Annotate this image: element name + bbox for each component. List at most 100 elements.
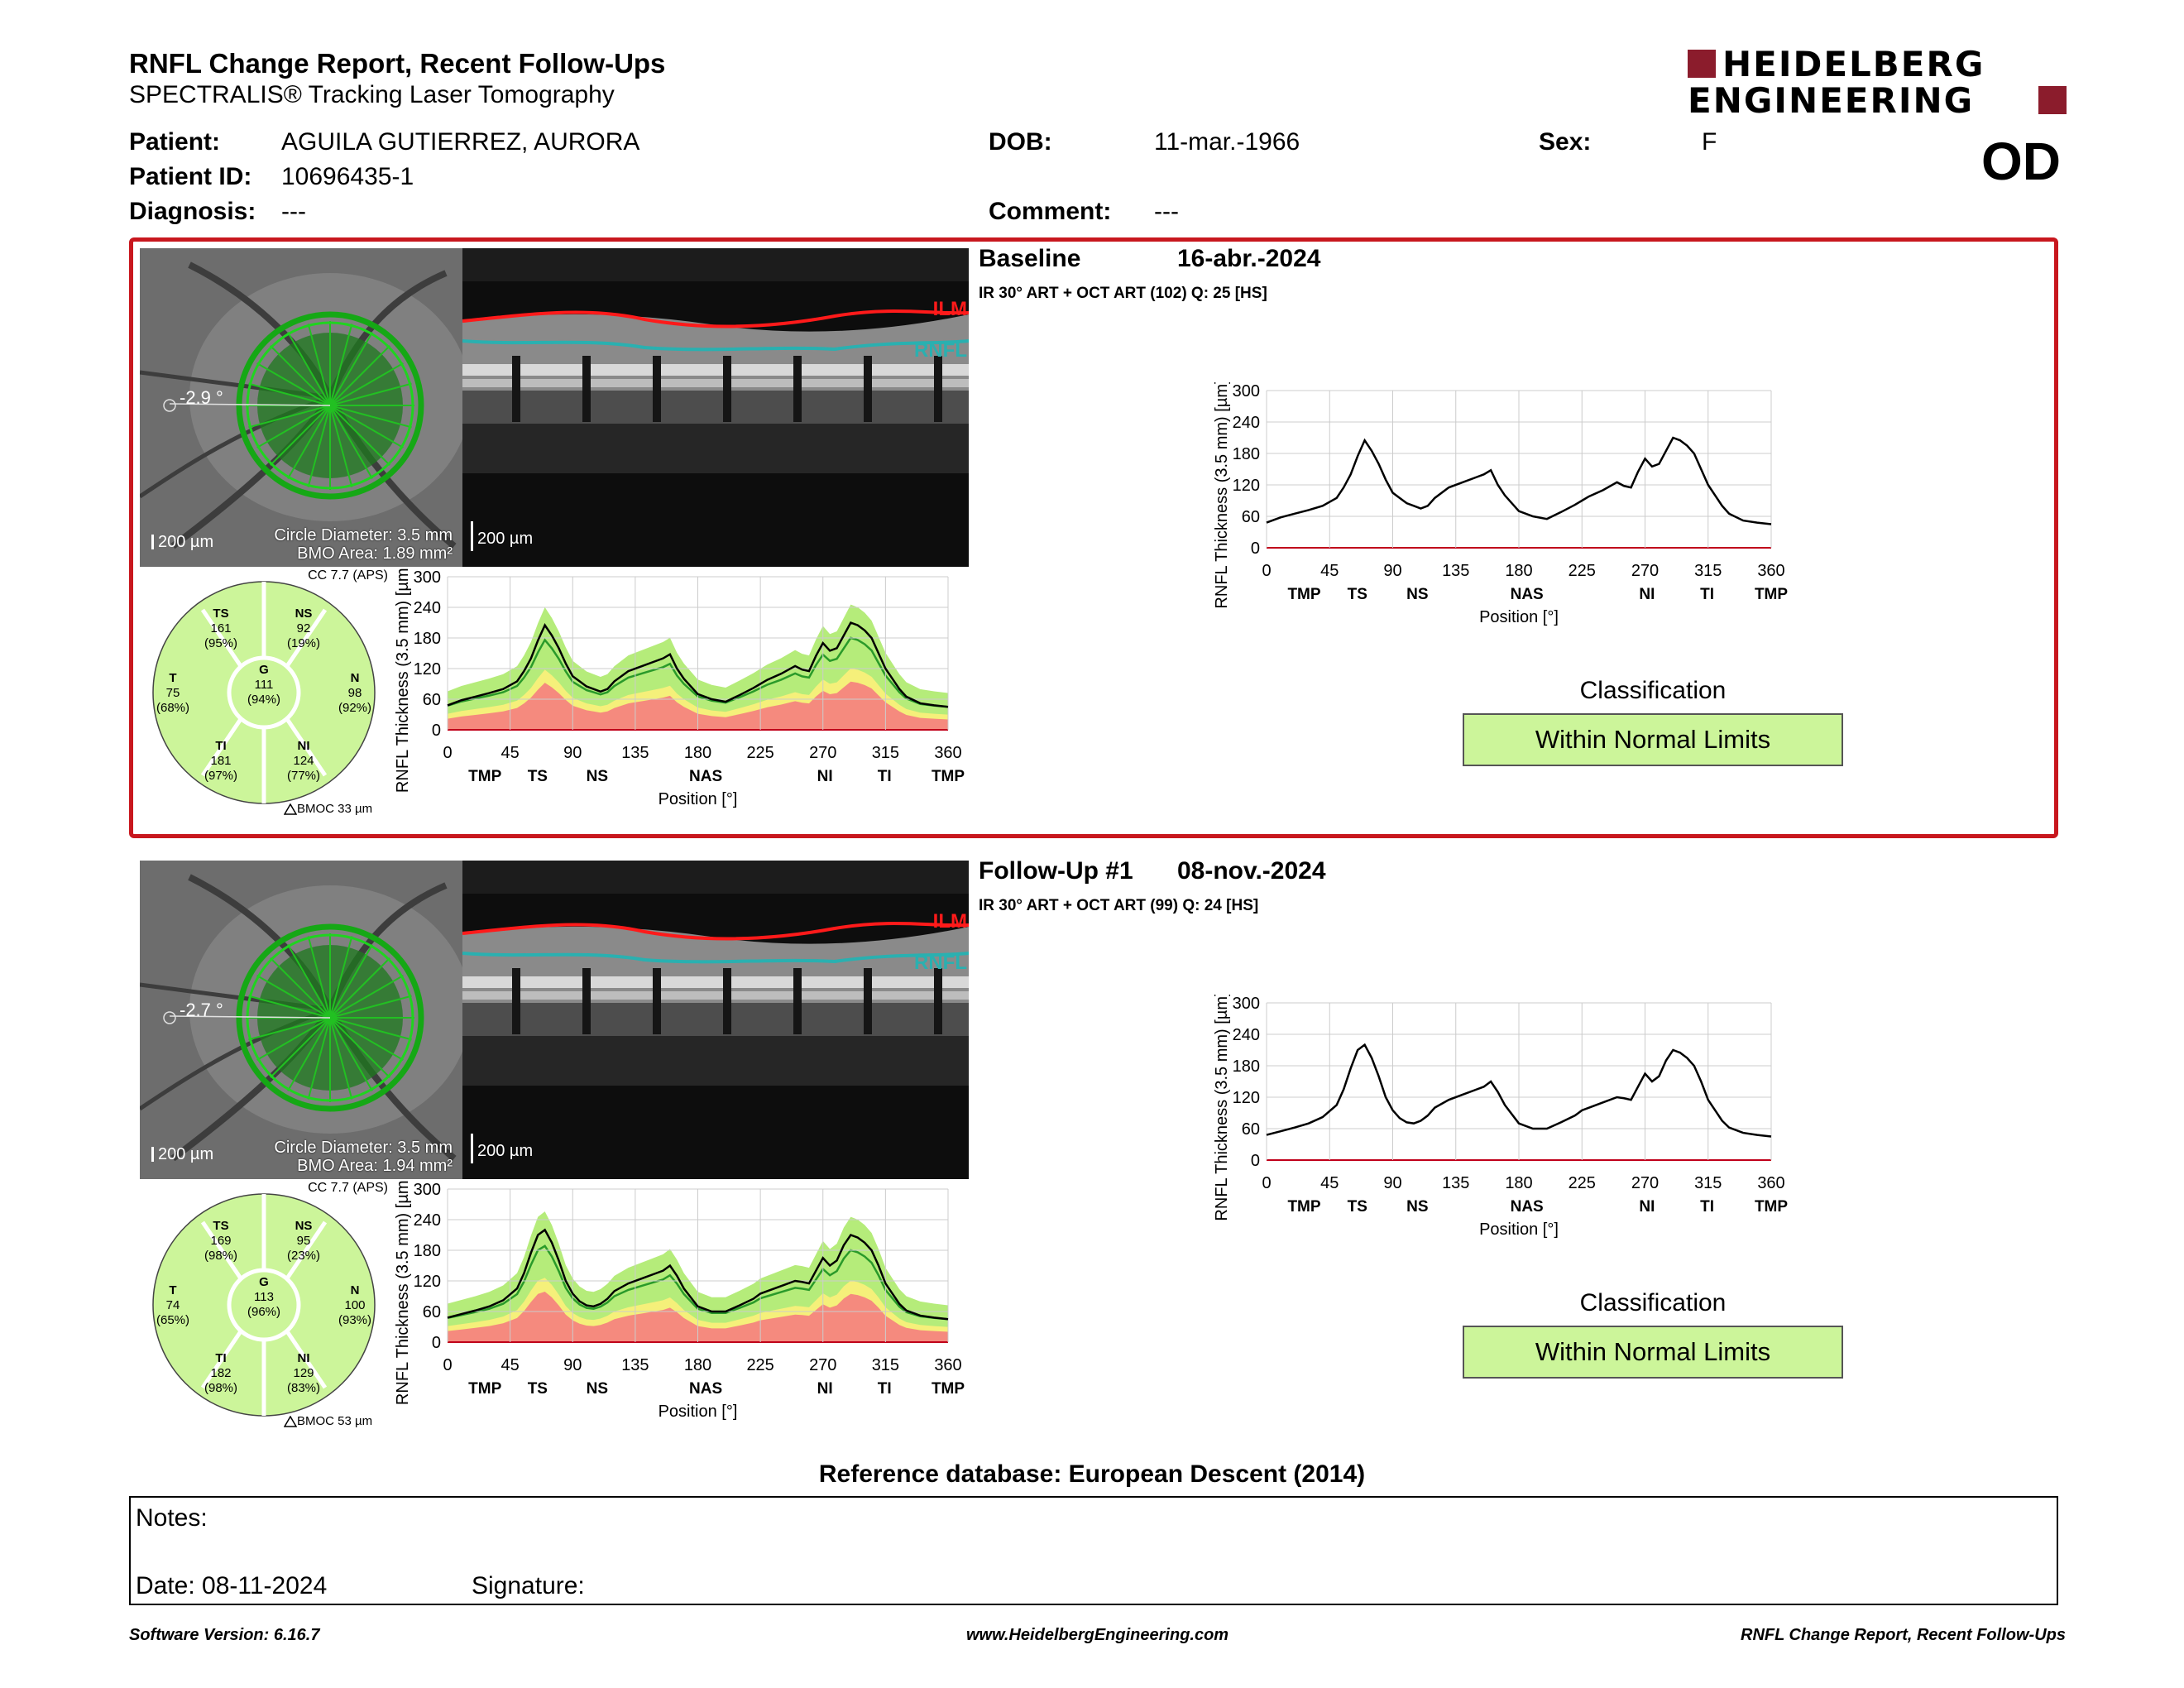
eye-indicator: OD — [1981, 132, 2061, 191]
fundus-scale-label: 200 µm — [158, 533, 214, 551]
cc-label: CC 7.7 (APS) — [308, 1181, 388, 1195]
sector-n-label: N — [350, 1283, 360, 1297]
sector-tick-label: TI — [1700, 586, 1714, 603]
sector-ns-value: 95 — [296, 1234, 311, 1248]
x-tick-label: 0 — [443, 744, 452, 762]
sector-ni: NI 129 (83%) — [271, 1351, 337, 1396]
sector-tick-label: NI — [817, 1380, 833, 1398]
y-tick-label: 240 — [1233, 414, 1260, 432]
footer-report-name: RNFL Change Report, Recent Follow-Ups — [1741, 1626, 2066, 1644]
bscan-scale-bar — [471, 521, 473, 551]
x-tick-label: 225 — [1569, 1174, 1596, 1192]
x-tick-label: 45 — [501, 1356, 520, 1374]
y-tick-label: 240 — [414, 599, 441, 617]
sector-ts-label: TS — [213, 1219, 229, 1233]
sector-tick-label: NAS — [1511, 1198, 1544, 1216]
comment-label: Comment: — [989, 198, 1112, 225]
diagnosis-value: --- — [281, 198, 306, 225]
sector-ni-percent: (77%) — [286, 769, 320, 783]
cc-label: CC 7.7 (APS) — [308, 568, 388, 583]
x-tick-label: 0 — [1262, 1174, 1271, 1192]
classification-label: Classification — [1579, 1289, 1727, 1316]
y-axis-label: RNFL Thickness (3.5 mm) [µm] — [1213, 995, 1231, 1221]
sector-ti: TI 181 (97%) — [188, 739, 254, 784]
x-tick-label: 270 — [809, 744, 836, 762]
x-axis-label: Position [°] — [1479, 608, 1559, 626]
fundus-scale-bar — [151, 1147, 154, 1162]
x-tick-label: 315 — [1694, 1174, 1722, 1192]
sector-t-label: T — [169, 671, 177, 685]
sector-tick-label: TMP — [468, 768, 501, 785]
sector-ni-label: NI — [297, 739, 310, 753]
y-tick-label: 60 — [1242, 1120, 1260, 1139]
sector-tick-label: NI — [817, 768, 833, 785]
classification-label: Classification — [1579, 677, 1727, 704]
x-tick-label: 315 — [872, 1356, 899, 1374]
x-tick-label: 180 — [684, 1356, 711, 1374]
sector-tick-label: TI — [1700, 1198, 1714, 1216]
sector-ts-percent: (98%) — [204, 1249, 237, 1263]
thickness-chart: 0 60 120 180 240 300 0 45 90 135 180 225 270 315 360 TM… — [1213, 995, 1788, 1239]
y-tick-label: 0 — [432, 722, 441, 740]
circle-diameter: Circle Diameter: 3.5 mm — [274, 1139, 453, 1157]
y-tick-label: 240 — [1233, 1026, 1260, 1044]
logo-square-bottom — [2038, 86, 2067, 114]
angle-label: -2.7 ° — [180, 1000, 223, 1020]
sector-ti: TI 182 (98%) — [188, 1351, 254, 1396]
y-tick-label: 0 — [1251, 1152, 1260, 1170]
x-tick-label: 270 — [1631, 562, 1659, 580]
oct-bscan: ILM RNFL 200 µm — [462, 861, 969, 1179]
sector-g-percent: (94%) — [247, 693, 280, 707]
bmo-area: BMO Area: 1.89 mm² — [297, 544, 453, 563]
baseline-panel: -2.9 ° 200 µm Circle Diameter: 3.5 mm BMO A… — [129, 237, 2058, 838]
y-tick-label: 120 — [414, 1273, 441, 1291]
y-tick-label: 0 — [432, 1334, 441, 1352]
sector-g-label: G — [259, 663, 269, 677]
notes-box: Notes: Date: 08-11-2024 Signature: — [129, 1496, 2058, 1605]
sector-tick-label: NS — [587, 1380, 608, 1398]
x-tick-label: 0 — [443, 1356, 452, 1374]
thickness-chart-normative: 0 60 120 180 240 300 0 45 90 135 180 225 270 315 360 TM… — [394, 1181, 965, 1421]
sector-wheel: CC 7.7 (APS) TS 169 (98%) NS 95 (23%) T 74 (65%) G… — [140, 1181, 388, 1429]
exam-date: 16-abr.-2024 — [1177, 245, 1321, 272]
sector-ti-value: 181 — [210, 754, 232, 768]
report-title: RNFL Change Report, Recent Follow-Ups — [129, 48, 666, 79]
sector-tick-label: TS — [528, 768, 548, 785]
sector-ni-value: 129 — [293, 1366, 314, 1380]
sector-t-percent: (65%) — [156, 1313, 189, 1327]
sector-t-percent: (68%) — [156, 701, 189, 715]
x-tick-label: 135 — [621, 1356, 649, 1374]
thickness-chart: 0 60 120 180 240 300 0 45 90 135 180 225 270 315 360 TM… — [1213, 382, 1788, 626]
x-tick-label: 360 — [934, 744, 961, 762]
y-tick-label: 60 — [1242, 508, 1260, 526]
x-tick-label: 45 — [501, 744, 520, 762]
x-tick-label: 90 — [563, 744, 582, 762]
patient-id-label: Patient ID: — [129, 163, 252, 190]
heidelberg-logo: HEIDELBERG ENGINEERING — [1688, 46, 2067, 119]
ilm-label: ILM — [932, 910, 967, 933]
sector-ns-label: NS — [295, 1219, 313, 1233]
sector-ns-value: 92 — [296, 621, 311, 635]
sector-tick-label: NS — [587, 768, 608, 785]
x-tick-label: 135 — [1442, 1174, 1469, 1192]
website: www.HeidelbergEngineering.com — [966, 1626, 1229, 1644]
sector-t-value: 74 — [165, 1298, 180, 1312]
thickness-line — [447, 1228, 949, 1321]
thickness-line — [447, 621, 949, 708]
sector-ti-label: TI — [215, 1351, 227, 1365]
sector-n-percent: (93%) — [338, 1313, 371, 1327]
y-axis-label: RNFL Thickness (3.5 mm) [µm] — [1213, 382, 1231, 609]
x-tick-label: 135 — [621, 744, 649, 762]
notes-label: Notes: — [136, 1504, 208, 1532]
x-tick-label: 360 — [1757, 562, 1784, 580]
x-tick-label: 225 — [746, 744, 774, 762]
oct-bscan: ILM RNFL 200 µm — [462, 248, 969, 567]
y-tick-label: 300 — [414, 1181, 441, 1199]
classification-value: Within Normal Limits — [1463, 713, 1843, 766]
y-tick-label: 60 — [423, 1303, 441, 1321]
y-tick-label: 180 — [414, 1242, 441, 1260]
x-tick-label: 270 — [809, 1356, 836, 1374]
y-tick-label: 120 — [414, 660, 441, 679]
sector-tick-label: NI — [1639, 586, 1655, 603]
x-tick-label: 90 — [1383, 562, 1401, 580]
